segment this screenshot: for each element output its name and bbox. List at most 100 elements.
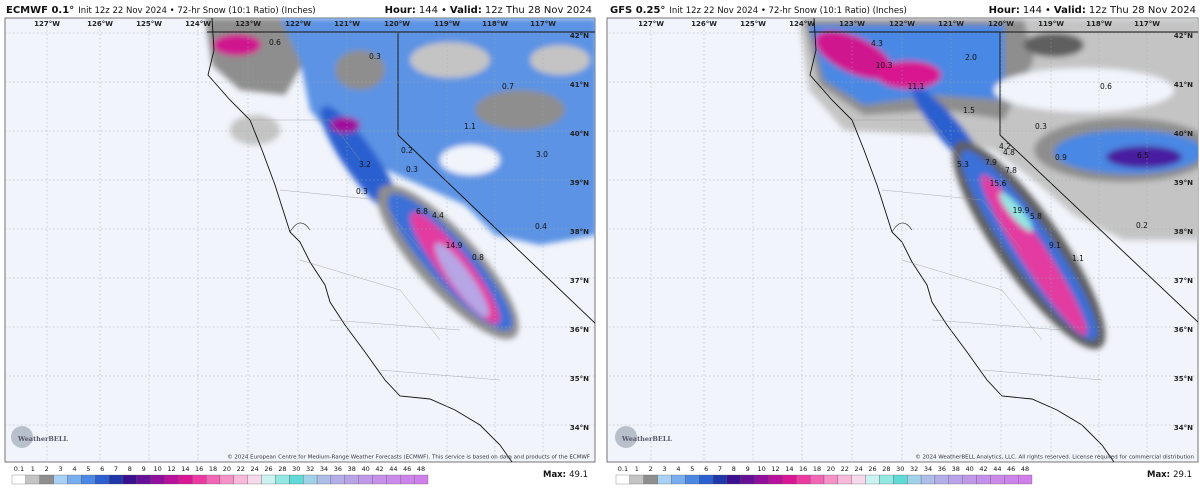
colorbar-swatch	[344, 474, 359, 485]
point-value: 0.6	[269, 38, 281, 47]
lon-label: 120°W	[384, 20, 410, 28]
lon-label: 117°W	[530, 20, 556, 28]
lon-label: 120°W	[988, 20, 1014, 28]
lon-label: 121°W	[334, 20, 360, 28]
lat-label: 39°N	[570, 179, 589, 187]
valid-label: Valid:	[450, 5, 482, 16]
colorbar-swatch	[615, 474, 631, 485]
point-value: 0.8	[472, 253, 484, 262]
colorbar-swatch	[247, 474, 262, 485]
lat-label: 35°N	[1174, 375, 1193, 383]
colorbar-tick: 46	[403, 465, 411, 473]
colorbar-swatch	[303, 474, 318, 485]
colorbar-swatch	[192, 474, 207, 485]
point-value: 0.9	[1055, 153, 1067, 162]
point-value: 1.5	[963, 106, 975, 115]
point-value: 2.0	[965, 53, 977, 62]
colorbar-swatch	[920, 474, 936, 485]
colorbar-tick: 48	[1021, 465, 1029, 473]
colorbar-swatch	[976, 474, 991, 485]
logo-globe	[11, 426, 33, 448]
colorbar-swatch	[1004, 474, 1019, 485]
valid: 12z Thu 28 Nov 2024	[1089, 5, 1196, 16]
colorbar-swatch	[809, 474, 825, 485]
colorbar-tick: 5	[690, 465, 694, 473]
point-value: 1.1	[1072, 254, 1084, 263]
colorbar-swatch	[907, 474, 922, 485]
point-value: 11.1	[908, 82, 925, 91]
model-name: ECMWF 0.1°	[6, 5, 74, 16]
lon-label: 127°W	[34, 20, 60, 28]
lat-label: 36°N	[1174, 326, 1193, 334]
lat-label: 36°N	[570, 326, 589, 334]
colorbar-swatch	[95, 474, 110, 485]
lat-label: 34°N	[1174, 424, 1193, 432]
point-value: 7.8	[1005, 166, 1017, 175]
colorbar-tick: 48	[417, 465, 425, 473]
point-value: 0.2	[1136, 221, 1148, 230]
colorbar-swatch	[1017, 474, 1033, 485]
lon-label: 126°W	[691, 20, 717, 28]
colorbar-tick: 22	[237, 465, 245, 473]
colorbar-tick: 42	[375, 465, 383, 473]
colorbar-swatch	[11, 474, 27, 485]
lon-label: 127°W	[638, 20, 664, 28]
colorbar-tick: 44	[993, 465, 1001, 473]
lon-label: 119°W	[1038, 20, 1064, 28]
colorbar-tick: 18	[209, 465, 217, 473]
logo-globe	[615, 426, 637, 448]
colorbar-tick: 22	[841, 465, 849, 473]
colorbar-swatch	[671, 474, 686, 485]
colorbar-swatch	[962, 474, 977, 485]
colorbar-swatch	[990, 474, 1005, 485]
colorbar-swatch	[136, 474, 151, 485]
colorbar-swatch	[178, 474, 193, 485]
colorbar-swatch	[358, 474, 373, 485]
colorbar-swatch	[893, 474, 908, 485]
max: 29.1	[1173, 470, 1192, 480]
colorbar-tick: 4	[676, 465, 680, 473]
header-left: ECMWF 0.1° Init 12z 22 Nov 2024 • 72-hr S…	[6, 5, 316, 16]
colorbar-tick: 7	[114, 465, 118, 473]
lat-label: 40°N	[1174, 130, 1193, 138]
colorbar-swatch	[782, 474, 797, 485]
colorbar-tick: 28	[882, 465, 890, 473]
point-value: 5.8	[1030, 212, 1042, 221]
colorbar-tick: 7	[718, 465, 722, 473]
valid-label: Valid:	[1054, 5, 1086, 16]
colorbar-swatch	[81, 474, 96, 485]
colorbar-tick: 40	[965, 465, 973, 473]
colorbar-swatch	[948, 474, 963, 485]
hour-label: Hour:	[385, 5, 416, 16]
colorbar-tick: 28	[278, 465, 286, 473]
borders	[809, 18, 1198, 462]
point-value: 4.2	[999, 142, 1011, 151]
lat-label: 41°N	[570, 81, 589, 89]
lat-label: 42°N	[570, 32, 589, 40]
colorbar-swatch	[330, 474, 345, 485]
colorbar-tick: 20	[223, 465, 231, 473]
colorbar-tick: 30	[896, 465, 904, 473]
colorbar-swatch	[219, 474, 235, 485]
colorbar-swatch	[164, 474, 179, 485]
colorbar-tick: 5	[86, 465, 90, 473]
hour: 144	[419, 5, 438, 16]
colorbar-swatch	[386, 474, 401, 485]
snow-field	[799, 18, 1198, 350]
colorbar-swatch	[643, 474, 658, 485]
lat-label: 37°N	[1174, 277, 1193, 285]
point-value: 0.2	[401, 146, 413, 155]
colorbar-tick: 34	[924, 465, 932, 473]
colorbar-swatch	[879, 474, 894, 485]
colorbar-tick: 24	[251, 465, 259, 473]
colorbar-swatch	[685, 474, 700, 485]
colorbar-tick: 46	[1007, 465, 1015, 473]
colorbar-tick: 42	[979, 465, 987, 473]
colorbar-swatch	[205, 474, 221, 485]
header-right: Hour: 144 • Valid: 12z Thu 28 Nov 2024	[385, 5, 592, 16]
max: 49.1	[569, 470, 588, 480]
header-right: Hour: 144 • Valid: 12z Thu 28 Nov 2024	[989, 5, 1196, 16]
lon-label: 121°W	[938, 20, 964, 28]
colorbar-tick: 36	[938, 465, 946, 473]
colorbar-tick: 40	[361, 465, 369, 473]
